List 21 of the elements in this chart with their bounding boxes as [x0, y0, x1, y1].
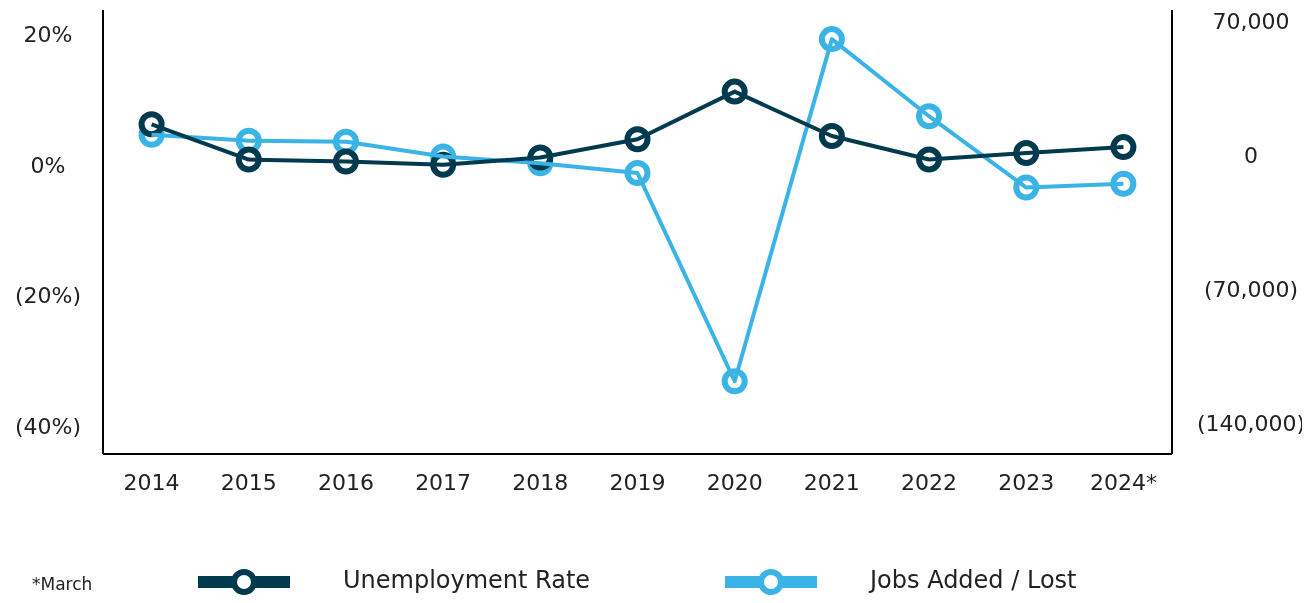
text: *March	[32, 574, 93, 594]
legend-label: Jobs Added / Lost	[868, 566, 1077, 594]
x-tick-label: 2024*	[1089, 470, 1157, 495]
x-tick-label: 2016	[317, 470, 374, 495]
y-tick-label: 0%	[30, 152, 66, 178]
y2-tick-label: 70,000	[1212, 9, 1290, 35]
y-tick-label: (20%)	[14, 283, 82, 309]
x-tick-label: 2023	[998, 470, 1055, 495]
y2-tick-label: (70,000)	[1203, 277, 1299, 303]
x-tick-label: 2018	[512, 470, 569, 495]
x-tick-label: 2014	[123, 470, 180, 495]
y-tick-label: (40%)	[14, 413, 82, 439]
x-tick-label: 2022	[901, 470, 958, 495]
y2-tick-label: 0	[1244, 143, 1258, 169]
y-tick-label: 20%	[23, 22, 73, 48]
x-tick-label: 2015	[220, 470, 277, 495]
x-tick-label: 2019	[609, 470, 666, 495]
legend-label: Unemployment Rate	[343, 566, 591, 594]
x-tick-label: 2021	[803, 470, 860, 495]
x-tick-label: 2020	[706, 470, 763, 495]
x-tick-label: 2017	[415, 470, 472, 495]
